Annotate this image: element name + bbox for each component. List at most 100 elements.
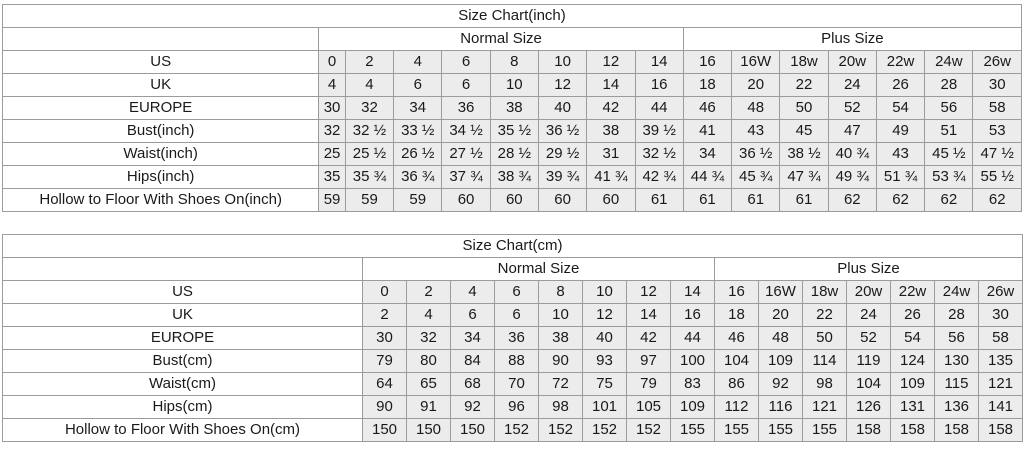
table-cell: 22w xyxy=(875,50,926,74)
table-cell: 40 ¾ xyxy=(827,142,877,166)
table-cell: 2 xyxy=(344,50,395,74)
table-cell: 49 xyxy=(875,119,926,143)
table-cell: 14 xyxy=(626,303,671,327)
group-header-row: Normal Size Plus Size xyxy=(1,27,1023,51)
table-cell: 62 xyxy=(924,188,974,212)
row-label: UK xyxy=(1,73,320,97)
table-cell: 0 xyxy=(318,50,346,74)
row-label: Waist(cm) xyxy=(2,372,363,396)
table-cell: 47 xyxy=(827,119,877,143)
table-cell: 2 xyxy=(406,280,451,304)
table-cell: 20w xyxy=(827,50,877,74)
table-cell: 4 xyxy=(406,303,451,327)
table-cell: 12 xyxy=(626,280,671,304)
table-cell: 50 xyxy=(802,326,847,350)
table-cell: 36 xyxy=(441,96,491,120)
table-cell: 152 xyxy=(582,418,627,442)
table-cell: 30 xyxy=(362,326,407,350)
table-cell: 32 xyxy=(406,326,451,350)
table-cell: 27 ½ xyxy=(441,142,491,166)
group-header-spacer xyxy=(1,27,320,51)
table-cell: 150 xyxy=(362,418,407,442)
size-chart-table: Size Chart(cm) Normal Size Plus Size US 0 2 4… xyxy=(1,234,1024,442)
table-cell: 35 ½ xyxy=(489,119,539,143)
table-cell: 135 xyxy=(977,349,1024,373)
table-cell: 35 xyxy=(318,165,346,189)
table-cell: 45 ½ xyxy=(924,142,974,166)
table-cell: 36 ½ xyxy=(537,119,588,143)
table-cell: 130 xyxy=(934,349,979,373)
table-cell: 52 xyxy=(827,96,877,120)
table-cell: 8 xyxy=(538,280,583,304)
table-cell: 98 xyxy=(802,372,847,396)
table-cell: 64 xyxy=(362,372,407,396)
size-chart-container: Size Chart(inch) Normal Size Plus Size US 0… xyxy=(1,4,1024,442)
table-cell: 42 ¾ xyxy=(634,165,684,189)
table-cell: 60 xyxy=(441,188,491,212)
row-label: Bust(inch) xyxy=(1,119,320,143)
table-cell: 70 xyxy=(494,372,539,396)
table-cell: 36 xyxy=(494,326,539,350)
table-cell: 0 xyxy=(362,280,407,304)
table-cell: 43 xyxy=(731,119,781,143)
table-cell: 158 xyxy=(977,418,1024,442)
table-cell: 61 xyxy=(731,188,781,212)
table-cell: 24 xyxy=(827,73,877,97)
row-label: US xyxy=(1,50,320,74)
table-cell: 158 xyxy=(846,418,891,442)
table-row: US 0 2 4 6 8 10 12 14 16 16W 18w 20w 22w 24w 26w xyxy=(1,50,1022,74)
table-cell: 104 xyxy=(714,349,759,373)
table-cell: 10 xyxy=(582,280,627,304)
table-cell: 155 xyxy=(758,418,803,442)
table-cell: 43 xyxy=(875,142,926,166)
group-header-plus-size: Plus Size xyxy=(682,27,1023,51)
table-cell: 28 xyxy=(924,73,974,97)
table-cell: 40 xyxy=(582,326,627,350)
table-cell: 61 xyxy=(682,188,733,212)
table-cell: 32 xyxy=(318,119,346,143)
table-cell: 45 ¾ xyxy=(731,165,781,189)
size-chart-table: Size Chart(inch) Normal Size Plus Size US 0… xyxy=(1,4,1023,212)
table-cell: 4 xyxy=(318,73,346,97)
table-cell: 26 xyxy=(890,303,935,327)
table-cell: 39 ¾ xyxy=(537,165,588,189)
row-label: EUROPE xyxy=(2,326,363,350)
table-row: Bust(inch) 32 32 ½ 33 ½ 34 ½ 35 ½ 36 ½ 38 39 ½ 41… xyxy=(1,119,1022,143)
table-cell: 88 xyxy=(494,349,539,373)
table-cell: 14 xyxy=(670,280,715,304)
table-cell: 90 xyxy=(538,349,583,373)
table-row: Hips(cm) 90 91 92 96 98 101 105 109 112 116 121 126 1… xyxy=(2,395,1024,419)
group-header-row: Normal Size Plus Size xyxy=(2,257,1024,281)
table-cell: 20 xyxy=(731,73,781,97)
row-label: Hips(inch) xyxy=(1,165,320,189)
table-cell: 32 ½ xyxy=(634,142,684,166)
table-cell: 30 xyxy=(972,73,1022,97)
table-row: UK 4 4 6 6 10 12 14 16 18 20 22 24 26 28 30 xyxy=(1,73,1022,97)
table-cell: 29 ½ xyxy=(537,142,588,166)
table-cell: 26w xyxy=(972,50,1022,74)
table-cell: 96 xyxy=(494,395,539,419)
table-cell: 26w xyxy=(977,280,1024,304)
table-cell: 34 xyxy=(393,96,443,120)
table-cell: 14 xyxy=(634,50,684,74)
table-cell: 79 xyxy=(362,349,407,373)
table-cell: 38 xyxy=(586,119,636,143)
table-cell: 6 xyxy=(494,280,539,304)
table-cell: 30 xyxy=(977,303,1024,327)
table-cell: 48 xyxy=(758,326,803,350)
table-cell: 60 xyxy=(537,188,588,212)
table-cell: 24w xyxy=(924,50,974,74)
table-cell: 22w xyxy=(890,280,935,304)
table-cell: 152 xyxy=(494,418,539,442)
table-cell: 59 xyxy=(393,188,443,212)
table-cell: 114 xyxy=(802,349,847,373)
table-cell: 40 xyxy=(537,96,588,120)
table-cell: 45 xyxy=(779,119,829,143)
table-cell: 62 xyxy=(875,188,926,212)
table-row: EUROPE 30 32 34 36 38 40 42 44 46 48 50 52 54 56 58 xyxy=(2,326,1024,350)
table-cell: 75 xyxy=(582,372,627,396)
table-cell: 152 xyxy=(626,418,671,442)
table-cell: 136 xyxy=(934,395,979,419)
table-cell: 116 xyxy=(758,395,803,419)
table-cell: 83 xyxy=(670,372,715,396)
